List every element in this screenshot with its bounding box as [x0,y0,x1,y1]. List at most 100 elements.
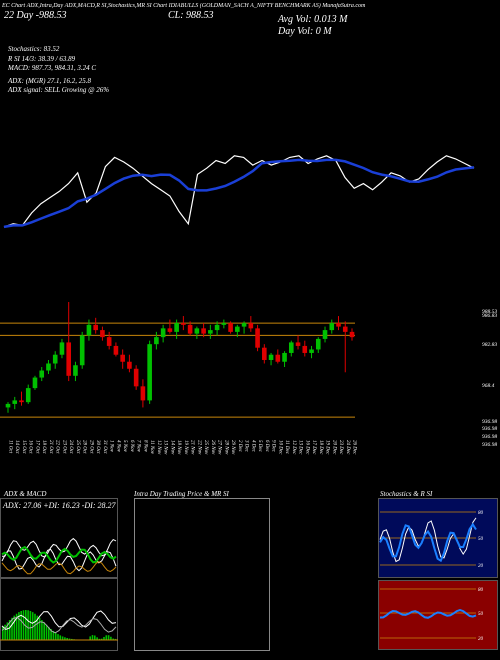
macd-bar [31,612,34,640]
date-label: 27 Nov [217,440,222,455]
macd-bar [107,635,110,640]
candle-body [133,368,139,387]
candle-body [201,328,206,334]
date-label: 14 Nov [169,440,174,455]
candle-body [336,323,341,327]
stoch-k-line [379,517,477,563]
candle-body [309,349,314,353]
macd-bar [66,637,68,640]
candle-body [174,323,179,332]
rsi-value: R SI 14/3: 38.39 / 63.89 [8,55,76,63]
date-label: 18 Oct [41,440,46,454]
date-label: 22 Nov [196,440,201,455]
candle-body [52,354,58,364]
candle-body [79,335,85,366]
candle-body [214,324,220,331]
macd-bar [20,610,22,640]
stoch-level-label: 50 [478,537,484,542]
avg-volume: Avg Vol: 0.013 M [278,14,348,25]
price-label: 936.98 [482,434,497,440]
date-label: 16 Oct [28,440,33,454]
macd-line [1,610,117,630]
candle-body [282,352,287,362]
date-label: 16 Dec [304,440,309,455]
macd-bar [103,636,105,640]
intraday-panel-title: Intra Day Trading Price & MR SI [134,490,229,498]
macd-bar [29,610,32,640]
price-label: 986.83 [482,313,497,319]
macd-value: MACD: 987.73, 984.31, 3.24 C [8,64,97,72]
macd-bar [15,613,18,640]
candle-body [241,323,247,327]
macd-signal-line [1,616,117,634]
adx-signal-line [1,561,117,575]
macd-bar [94,635,96,640]
candle-body [349,331,355,338]
adx-line [1,545,117,564]
candle-body [12,400,18,404]
date-label: 30 Oct [95,440,100,454]
candle-body [59,342,65,355]
date-label: 6 Nov [129,440,134,453]
date-label: 19 Dec [325,440,330,455]
date-label: 4 Dec [250,440,255,453]
macd-bar [8,620,11,640]
macd-bar [105,635,108,640]
date-label: 26 Dec [352,440,357,455]
rsi-level-label: 50 [478,612,484,617]
stoch-d-line [379,522,477,563]
candle-body [147,344,152,401]
candle-body [288,342,294,353]
date-label: 28 Nov [223,440,228,455]
macd-bar [71,638,73,640]
macd-bar [112,638,114,640]
date-label: 7 Nov [136,440,141,453]
macd-bar [98,638,101,640]
price-label: 936.98 [482,419,497,425]
macd-bar [41,620,43,640]
candle-body [342,326,348,332]
candle-body [73,365,78,376]
candle-body [39,370,45,378]
date-label: 23 Dec [338,440,343,455]
candle-body [19,400,24,403]
chart-header: EC Chart ADX,Intra,Day ADX,MACD,R SI,Sto… [2,3,366,9]
candle-body [187,324,193,334]
date-label: 1 Nov [109,440,114,453]
candle-body [46,363,51,371]
date-label: 12 Dec [291,440,296,455]
rsi-level-label: 80 [478,588,484,593]
adx-signal: ADX signal: SELL Growing @ 26% [8,86,110,94]
macd-bar [27,610,29,640]
macd-bar [34,613,36,640]
candle-body [228,323,233,332]
candle-body [25,388,31,403]
rsi-line [379,609,477,619]
macd-panel [0,578,118,651]
candle-body [100,330,105,338]
date-label: 22 Oct [55,440,60,454]
macd-bar [11,617,13,640]
macd-bar [38,617,41,640]
macd-bar [18,612,20,640]
candle-body [154,337,159,345]
macd-bar [13,615,16,640]
date-label: 9 Dec [271,440,276,453]
macd-bar [64,637,66,640]
macd-bar [50,629,52,640]
date-label: 17 Oct [34,440,39,454]
date-label: 28 Oct [82,440,87,454]
adx-panel-title: ADX & MACD [4,490,47,498]
intraday-panel [134,498,270,651]
date-label: 18 Dec [318,440,323,455]
price-label: 936.98 [482,442,497,448]
adx-value: ADX: (MGR) 27.1, 16.2, 25.8 [8,77,92,85]
day-price: 22 Day -988.53 [4,10,67,21]
stoch-level-label: 20 [478,564,484,569]
macd-bar [48,626,50,640]
date-label: 8 Nov [142,440,147,453]
day-volume: Day Vol: 0 M [278,26,332,37]
candle-body [106,337,112,346]
candle-body [93,324,98,331]
price-label: 982.83 [482,342,497,348]
